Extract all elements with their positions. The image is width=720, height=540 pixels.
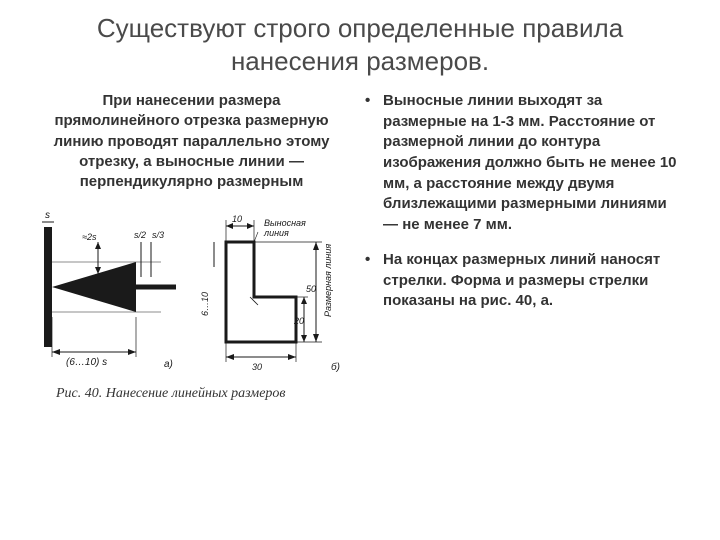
figure-a: s ≈2s s/2 s/3 (42, 210, 176, 370)
tag-b: б) (331, 361, 340, 373)
left-paragraph: При нанесении размера прямолинейного отр… (36, 91, 347, 192)
label-s: s (45, 210, 50, 221)
label-vyn2: линия (263, 228, 289, 238)
label-20: 20 (293, 316, 304, 326)
bullet-list: Выносные линии выходят за размерные на 1… (365, 91, 684, 312)
right-column: Выносные линии выходят за размерные на 1… (365, 91, 684, 402)
left-column: При нанесении размера прямолинейного отр… (36, 91, 347, 402)
slide: Существуют строго определенные правила н… (0, 0, 720, 540)
figure-wrap: s ≈2s s/2 s/3 (36, 202, 347, 402)
label-6-10: 6…10 (200, 292, 210, 316)
figure-40: s ≈2s s/2 s/3 (36, 202, 356, 377)
label-30: 30 (252, 362, 262, 372)
label-razm: Размерная линия (323, 244, 333, 317)
label-s3: s/3 (152, 230, 164, 240)
figure-b: 10 Выносная линия 6…10 (200, 214, 340, 373)
bullet-item: На концах размерных линий наносят стрелк… (379, 250, 684, 312)
label-10: 10 (232, 214, 242, 224)
label-50: 50 (306, 284, 316, 294)
figure-caption: Рис. 40. Нанесение линейных размеров (56, 386, 347, 402)
bullet-item: Выносные линии выходят за размерные на 1… (379, 91, 684, 236)
tag-a: a) (164, 359, 173, 370)
label-s2: s/2 (134, 230, 146, 240)
label-range: (6…10) s (66, 357, 107, 368)
label-2s: ≈2s (82, 232, 97, 242)
content-columns: При нанесении размера прямолинейного отр… (36, 91, 684, 402)
label-vyn: Выносная (264, 218, 306, 228)
slide-title: Существуют строго определенные правила н… (36, 12, 684, 77)
